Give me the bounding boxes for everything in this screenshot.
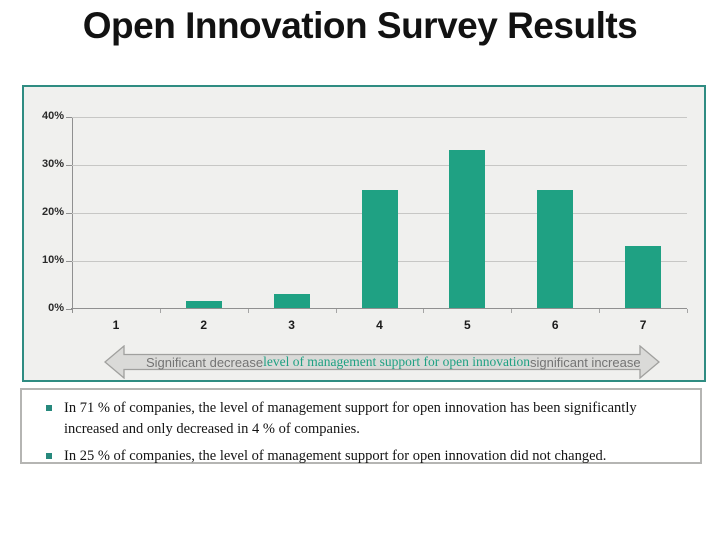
list-item: In 25 % of companies, the level of manag… [46,446,692,467]
x-boundary-tick [423,309,425,313]
y-tick-label: 30% [41,158,64,170]
bar [449,149,486,308]
double-arrow-icon [104,345,660,379]
y-tick-label: 40% [41,110,64,122]
x-boundary-tick [247,309,249,313]
y-axis-tick [66,165,72,166]
x-tick-label: 4 [376,318,383,332]
y-axis-line [72,117,73,313]
y-tick-label: 10% [41,254,64,266]
x-tick-label: 2 [200,318,208,332]
page-title: Open Innovation Survey Results [82,5,638,46]
plot-area: 0% 10% 20% 30% 40% 1 2 3 4 5 6 7 [42,110,688,332]
arrow-center-label: level of management support for open inn… [263,354,531,369]
x-tick-label: 6 [551,318,559,332]
gridline [72,117,687,118]
x-boundary-tick [511,309,513,313]
y-axis-tick [66,261,72,262]
y-tick-label: 0% [48,302,64,314]
note-text: In 71 % of companies, the level of manag… [64,400,637,438]
arrow-left-label: Significant decrease [146,354,264,370]
x-tick-label: 1 [112,318,120,332]
x-boundary-tick [159,309,161,313]
x-boundary-tick [687,309,688,313]
y-tick-label: 20% [41,206,64,218]
y-axis-tick [66,213,72,214]
notes-panel: In 71 % of companies, the level of manag… [20,388,702,464]
y-axis-tick [66,117,72,118]
x-boundary-tick [335,309,337,313]
y-axis-tick [66,309,72,310]
bar [361,190,398,308]
scale-arrow: Significant decrease level of management… [104,345,660,379]
x-tick-label: 3 [288,318,295,332]
bullet-square-icon [46,453,52,460]
bar [273,293,310,308]
x-tick-label: 5 [464,318,471,332]
bar [185,300,222,308]
arrow-labels: Significant decrease level of management… [104,345,660,379]
bar [625,245,662,308]
gridline [72,165,687,166]
bar [537,190,574,308]
list-item: In 71 % of companies, the level of manag… [46,398,692,440]
x-axis-line [71,308,687,309]
x-boundary-tick [599,309,601,313]
bullet-square-icon [46,405,52,411]
arrow-right-label: significant increase [530,354,641,370]
chart-panel: 0% 10% 20% 30% 40% 1 2 3 4 5 6 7 Significant decrea… [22,85,706,382]
x-tick-label: 7 [639,318,647,332]
note-text: In 25 % of companies, the level of manag… [64,448,607,465]
